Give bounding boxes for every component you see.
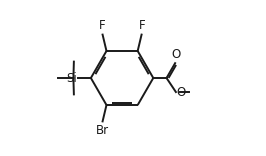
Text: Si: Si	[66, 71, 77, 85]
Text: O: O	[177, 86, 186, 100]
Text: F: F	[99, 19, 106, 32]
Text: Br: Br	[96, 124, 109, 137]
Text: O: O	[171, 48, 181, 61]
Text: F: F	[139, 19, 145, 32]
